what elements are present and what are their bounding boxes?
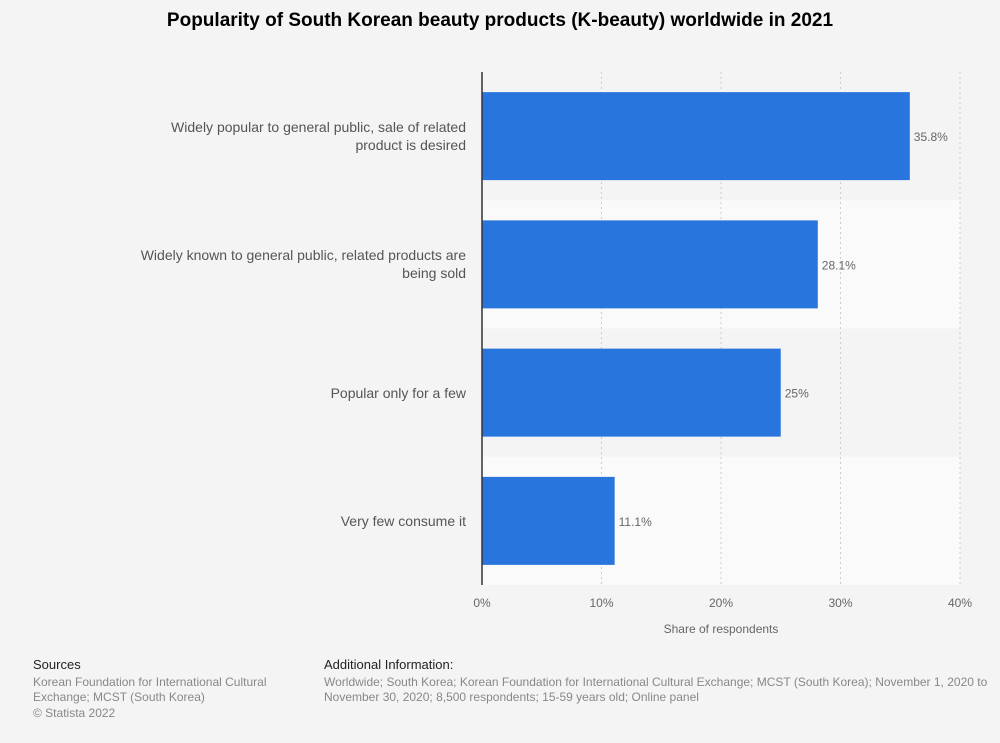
chart-title: Popularity of South Korean beauty produc… [166,10,834,31]
sources: Korean Foundation for International Cult… [33,675,267,704]
x-tick-label: 20% [709,596,733,610]
value-label: 11.1% [619,515,652,529]
copyright: © Statista 2022 [33,706,116,720]
value-label: 35.8% [914,130,948,144]
category-label: Very few consume it [340,512,466,529]
category-label: Popular only for a few [330,384,466,401]
info-title: Additional Information: [324,657,454,672]
x-tick-label: 10% [589,596,613,610]
category-label: Widely known to general public, related … [140,247,466,282]
x-tick-label: 40% [948,596,972,610]
x-axis-label: Share of respondents [664,622,779,636]
info: Worldwide; South Korea; Korean Foundatio… [324,675,988,704]
sources-title: Sources [33,657,81,672]
value-label: 25% [785,387,809,401]
bar [482,348,781,437]
x-tick-label: 0% [473,596,491,610]
category-label: Widely popular to general public, sale o… [171,119,466,154]
value-label: 28.1% [822,258,856,272]
bar [482,92,910,181]
x-tick-label: 30% [828,596,852,610]
bar [482,476,615,565]
bar [482,220,818,309]
